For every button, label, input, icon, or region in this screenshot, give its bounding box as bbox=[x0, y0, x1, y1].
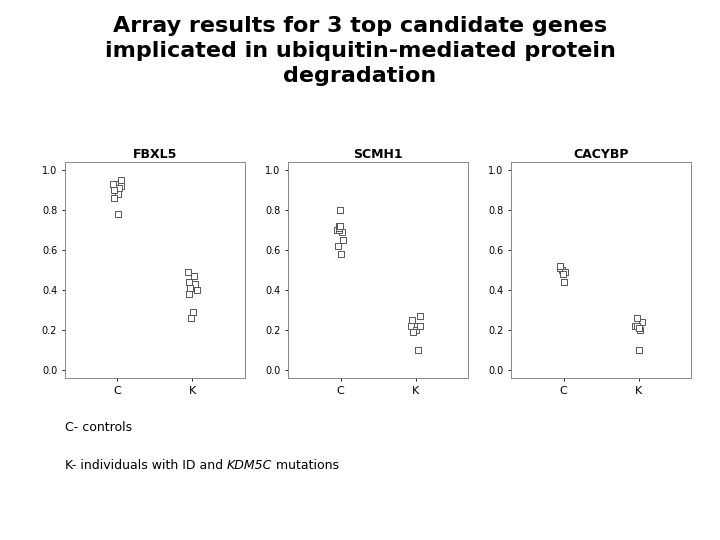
Point bbox=[559, 268, 571, 276]
Point bbox=[186, 308, 198, 316]
Point bbox=[334, 206, 346, 214]
Point bbox=[107, 180, 119, 188]
Point bbox=[336, 228, 347, 237]
Point bbox=[191, 286, 202, 294]
Point bbox=[334, 222, 346, 231]
Point bbox=[110, 180, 122, 188]
Point bbox=[189, 272, 200, 280]
Point bbox=[112, 210, 124, 218]
Point bbox=[407, 328, 418, 336]
Point bbox=[112, 190, 124, 198]
Point bbox=[109, 194, 120, 202]
Point bbox=[410, 326, 422, 334]
Point bbox=[335, 249, 346, 258]
Point bbox=[634, 326, 646, 334]
Point bbox=[332, 242, 343, 251]
Point bbox=[631, 322, 643, 330]
Point bbox=[114, 176, 126, 184]
Text: K- individuals with ID and: K- individuals with ID and bbox=[65, 459, 227, 472]
Point bbox=[185, 314, 197, 322]
Point bbox=[631, 314, 642, 322]
Point bbox=[414, 322, 426, 330]
Point bbox=[333, 226, 344, 234]
Title: CACYBP: CACYBP bbox=[573, 148, 629, 161]
Point bbox=[333, 224, 345, 232]
Point bbox=[633, 323, 644, 332]
Point bbox=[557, 269, 569, 278]
Text: KDM5C: KDM5C bbox=[227, 459, 272, 472]
Text: Array results for 3 top candidate genes
implicated in ubiquitin-mediated protein: Array results for 3 top candidate genes … bbox=[104, 16, 616, 86]
Point bbox=[405, 322, 417, 330]
Point bbox=[556, 266, 567, 274]
Point bbox=[114, 184, 125, 192]
Point bbox=[337, 235, 348, 244]
Point bbox=[109, 186, 120, 194]
Text: mutations: mutations bbox=[272, 459, 339, 472]
Point bbox=[184, 278, 195, 286]
Point bbox=[554, 264, 566, 272]
Point bbox=[634, 346, 645, 354]
Title: FBXL5: FBXL5 bbox=[132, 148, 177, 161]
Point bbox=[406, 316, 418, 325]
Point bbox=[331, 226, 343, 234]
Point bbox=[116, 181, 127, 190]
Text: C- controls: C- controls bbox=[65, 421, 132, 434]
Point bbox=[182, 268, 194, 276]
Point bbox=[189, 280, 201, 288]
Point bbox=[184, 284, 195, 292]
Point bbox=[629, 322, 640, 330]
Point bbox=[413, 346, 424, 354]
Point bbox=[414, 312, 426, 320]
Point bbox=[558, 278, 570, 286]
Point bbox=[184, 289, 195, 298]
Point bbox=[554, 262, 566, 271]
Point bbox=[333, 222, 344, 231]
Title: SCMH1: SCMH1 bbox=[354, 148, 402, 161]
Point bbox=[410, 322, 422, 330]
Point bbox=[636, 318, 648, 326]
